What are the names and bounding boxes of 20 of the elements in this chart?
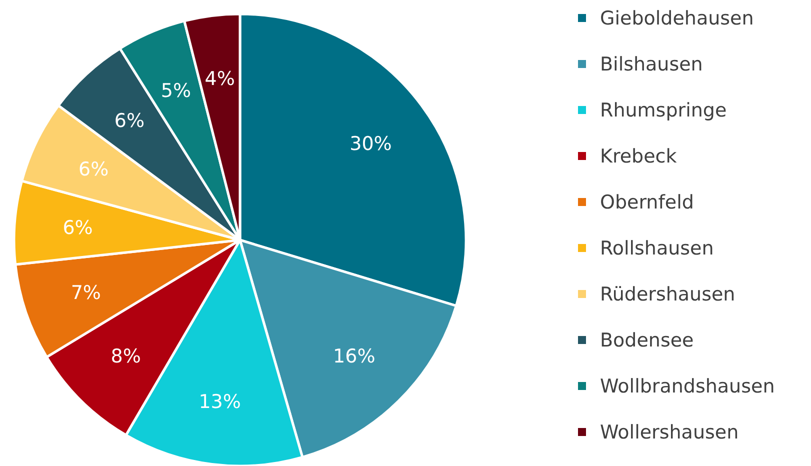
data-label: 7% [70,282,101,304]
legend-label: Rüdershausen [600,284,736,306]
data-label: 6% [78,158,109,181]
data-label: 13% [198,391,241,414]
data-label: 30% [350,132,392,155]
legend-label: Krebeck [600,146,677,168]
legend-label: Obernfeld [600,192,694,214]
data-label: 8% [110,346,141,368]
data-label: 4% [204,68,235,90]
legend-label: Rhumspringe [600,100,727,122]
data-label: 6% [62,217,93,240]
legend-label: Bodensee [600,330,694,352]
legend-label: Wollbrandshausen [600,376,775,398]
legend-label: Bilshausen [600,54,703,76]
legend-label: Wollershausen [600,422,739,444]
data-label: 6% [114,110,145,132]
data-label: 16% [333,346,376,368]
legend-label: Gieboldehausen [600,8,754,30]
legend-label: Rollshausen [600,238,714,260]
data-label: 5% [160,80,192,102]
